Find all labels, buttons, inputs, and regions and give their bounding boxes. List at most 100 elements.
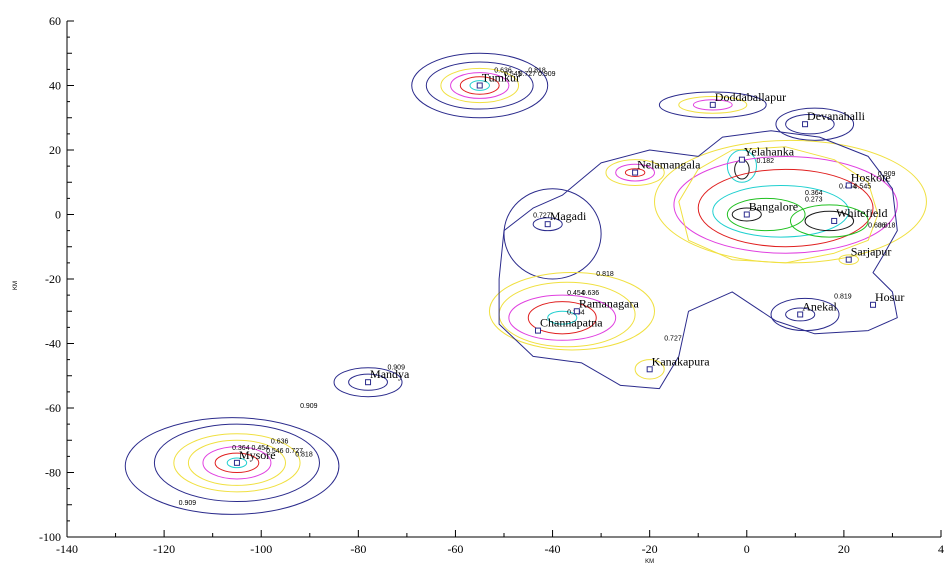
- contour-level-label: 0.909: [300, 403, 318, 410]
- contour-ring: [731, 207, 762, 222]
- contour-level-label: 0.546: [266, 448, 284, 455]
- contour-level-label: 0.727: [519, 71, 537, 78]
- contour-lines: [124, 52, 927, 515]
- contour-ring: [348, 373, 388, 391]
- contour-ring: [469, 80, 490, 91]
- x-axis-label: KM: [645, 559, 654, 565]
- x-tick-label: 4: [938, 542, 944, 556]
- city-label: Sarjapur: [851, 245, 892, 259]
- city-marker: [365, 379, 372, 386]
- city-label: Kanakapura: [652, 354, 711, 368]
- contour-level-label: 0.727: [533, 213, 551, 220]
- contour-ring: [615, 163, 656, 182]
- contour-ring: [789, 204, 869, 238]
- contour-ring: [440, 67, 520, 104]
- city-label: Tumkur: [482, 71, 520, 85]
- city-label: Mandya: [370, 367, 410, 381]
- contour-ring: [508, 294, 617, 341]
- y-tick-label: -100: [39, 530, 61, 544]
- contour-ring: [425, 61, 534, 110]
- contour-level-label: 0.727: [286, 448, 304, 455]
- contour-level-label: 0.909: [387, 364, 405, 371]
- contour-level-label: 0.819: [834, 293, 852, 300]
- contour-level-labels: 0.6360.5450.7270.8180.9090.1820.9090.454…: [179, 68, 896, 507]
- contour-level-label: 0.364: [805, 190, 823, 197]
- contour-ring: [173, 433, 301, 493]
- contour-ring: [624, 168, 646, 177]
- city-marker: [738, 156, 745, 163]
- contour-level-label: 0.545: [504, 71, 522, 78]
- contour-ring: [654, 139, 927, 264]
- contour-level-label: 0.818: [878, 222, 896, 229]
- contour-ring: [450, 72, 510, 99]
- y-tick-label: 0: [55, 208, 61, 222]
- city-markers: Tumkur Doddaballapur Devanahalli Yelahanka N…: [233, 71, 904, 466]
- contour-level-label: 0.818: [596, 271, 614, 278]
- city-marker: [802, 121, 809, 128]
- contour-inner: [678, 146, 879, 264]
- y-tick-label: -40: [45, 337, 61, 351]
- city-marker: [534, 327, 541, 334]
- contour-ring: [503, 188, 602, 280]
- city-marker: [544, 221, 551, 228]
- city-label: Whitefield: [836, 206, 887, 220]
- city-label: Hosur: [875, 290, 904, 304]
- city-label: Anekal: [802, 299, 837, 313]
- contour-ring: [673, 155, 898, 254]
- contour-level-label: 0.909: [878, 171, 896, 178]
- city-marker: [709, 101, 716, 108]
- x-tick-label: -40: [545, 542, 561, 556]
- city-label: Devanahalli: [807, 109, 866, 123]
- x-tick-label: 0: [744, 542, 750, 556]
- contour-ring: [202, 446, 272, 480]
- x-tick-label: -100: [250, 542, 272, 556]
- contour-ring: [804, 210, 855, 232]
- contour-level-label: 0.636: [868, 222, 886, 229]
- contour-ring: [488, 272, 656, 351]
- x-tick-label: -60: [447, 542, 463, 556]
- contour-level-label: 0.636: [271, 438, 289, 445]
- city-marker: [743, 211, 750, 218]
- contour-ring: [692, 99, 733, 111]
- contour-ring: [547, 310, 578, 325]
- contour-ring: [605, 159, 665, 186]
- contour-level-label: 0.818: [295, 451, 313, 458]
- city-label: Bangalore: [749, 200, 798, 214]
- contour-outline: [498, 130, 898, 390]
- contour-ring: [226, 457, 248, 469]
- contour-level-label: 0.545: [854, 184, 872, 191]
- contour-level-label: 0.818: [528, 68, 546, 75]
- y-tick-label: -60: [45, 401, 61, 415]
- city-marker: [845, 256, 852, 263]
- city-marker: [831, 217, 838, 224]
- contour-ring: [785, 307, 816, 322]
- city-label: Doddaballapur: [715, 90, 786, 104]
- x-tick-label: -80: [350, 542, 366, 556]
- contour-level-label: 0.636: [582, 290, 600, 297]
- contour-ring: [775, 107, 855, 141]
- city-marker: [845, 182, 852, 189]
- contour-ring: [333, 367, 403, 398]
- contour-ring: [785, 114, 835, 135]
- contour-ring: [697, 168, 874, 248]
- y-axis-label: KM: [13, 281, 19, 290]
- x-tick-label: -140: [56, 542, 78, 556]
- contour-ring: [726, 197, 806, 232]
- contour-level-label: 0.909: [538, 71, 556, 78]
- y-tick-label: 40: [49, 79, 61, 93]
- contour-ring: [214, 452, 260, 474]
- contour-ring: [153, 423, 320, 503]
- city-label: Magadi: [550, 209, 587, 223]
- contour-level-label: 0.364: [232, 445, 250, 452]
- contour-ring: [838, 254, 859, 265]
- x-tick-label: -20: [642, 542, 658, 556]
- contour-ring: [532, 217, 563, 232]
- contour-ring: [726, 149, 757, 183]
- x-axis-ticks: -140 -120 -100 -80 -60 -40 -20 0 20 4: [56, 530, 944, 556]
- city-label: Mysore: [239, 448, 276, 462]
- contour-ring: [527, 301, 597, 335]
- city-marker: [646, 366, 653, 373]
- contour-level-label: 0.636: [494, 68, 512, 75]
- y-tick-label: -80: [45, 466, 61, 480]
